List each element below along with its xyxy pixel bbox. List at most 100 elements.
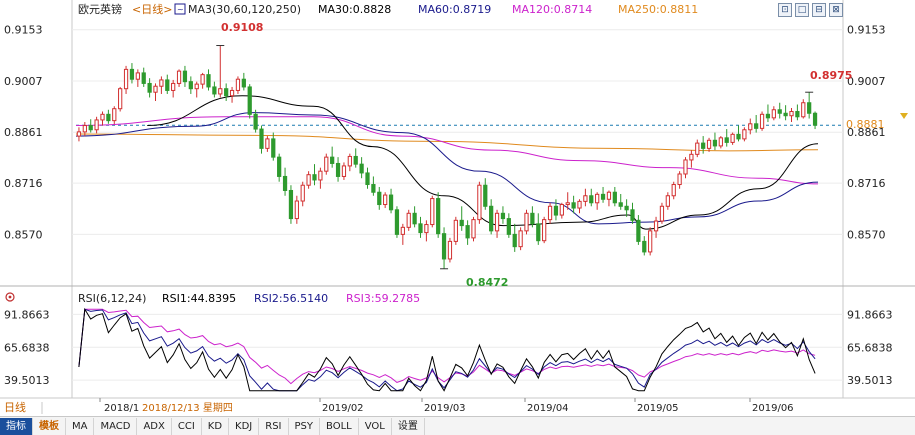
ma-indicator-icon[interactable] xyxy=(174,3,186,15)
ma120-line xyxy=(75,116,819,185)
close-icon[interactable]: ⊠ xyxy=(829,3,843,17)
candle xyxy=(224,83,229,101)
candle xyxy=(571,195,576,214)
candle-body xyxy=(500,212,506,220)
candle xyxy=(412,206,417,228)
tab-kd[interactable]: KD xyxy=(202,417,230,435)
candle-body xyxy=(653,220,659,232)
candle-body xyxy=(377,191,382,206)
candle xyxy=(212,81,217,98)
maximize-icon[interactable]: □ xyxy=(795,3,809,17)
time-label-2019-04: 2019/04 xyxy=(527,403,569,414)
ma60-value: MA60:0.8719 xyxy=(418,3,491,16)
candle-body xyxy=(212,86,217,95)
candle xyxy=(265,136,270,152)
candle-body xyxy=(618,202,623,207)
candle-body xyxy=(748,123,753,131)
candle xyxy=(642,236,647,256)
candle-body xyxy=(477,184,482,221)
candle-body xyxy=(712,139,718,147)
candle xyxy=(677,171,682,189)
candle xyxy=(82,122,87,137)
candle xyxy=(506,213,511,238)
candle-body xyxy=(106,113,111,122)
candle-body xyxy=(412,212,417,225)
tab-ma[interactable]: MA xyxy=(66,417,95,435)
candle-body xyxy=(547,205,553,221)
candle xyxy=(153,83,158,101)
candle xyxy=(489,199,494,235)
candle-body xyxy=(595,193,600,204)
candle-body xyxy=(530,212,535,225)
candle-body xyxy=(306,174,311,186)
tab-settings[interactable]: 设置 xyxy=(392,417,425,435)
tab-vol[interactable]: VOL xyxy=(359,417,392,435)
candle-body xyxy=(689,153,694,161)
candle xyxy=(559,202,564,219)
rsi1-line xyxy=(78,307,816,392)
tab-adx[interactable]: ADX xyxy=(137,417,172,435)
candle-body xyxy=(606,191,612,200)
candle xyxy=(436,192,441,238)
candle-body xyxy=(424,224,429,234)
tab-indicators[interactable]: 指标 xyxy=(0,417,33,435)
candle-body xyxy=(335,162,341,177)
candle-body xyxy=(282,175,288,191)
rsi-label: RSI(6,12,24) xyxy=(78,292,146,305)
gear-icon[interactable] xyxy=(5,292,15,302)
ma250-line xyxy=(75,133,819,152)
tab-rsi[interactable]: RSI xyxy=(259,417,289,435)
tab-boll[interactable]: BOLL xyxy=(320,417,359,435)
price-marker-icon[interactable] xyxy=(900,113,908,119)
candle xyxy=(188,76,193,94)
candle-body xyxy=(506,218,511,235)
candle xyxy=(430,195,435,228)
tab-psy[interactable]: PSY xyxy=(289,417,321,435)
candle-body xyxy=(235,78,241,91)
candle xyxy=(182,65,188,87)
symbol-name: 欧元英镑 xyxy=(78,2,122,16)
candle-body xyxy=(512,233,517,248)
candle xyxy=(206,69,211,91)
candle-body xyxy=(371,184,376,193)
candle xyxy=(494,209,500,238)
ma-indicator-glyph: ~ xyxy=(177,5,184,14)
candle xyxy=(777,102,782,119)
rsi3-line xyxy=(78,308,816,385)
candle-body xyxy=(565,202,570,206)
candle xyxy=(277,153,282,182)
candle xyxy=(135,69,140,87)
candle xyxy=(147,78,152,98)
candle-body xyxy=(394,209,400,235)
candle xyxy=(524,209,529,235)
candle xyxy=(636,215,641,245)
candle xyxy=(665,192,670,210)
candle xyxy=(123,65,129,94)
tab-macd[interactable]: MACD xyxy=(94,417,138,435)
candle xyxy=(282,167,288,196)
candle xyxy=(589,188,594,207)
ma60-line xyxy=(75,112,819,225)
candlestick-chart[interactable]: 0.9153 0.9153 0.9007 0.9007 0.8861 0.8861 0.87… xyxy=(0,0,915,416)
minimize-icon[interactable]: ⊟ xyxy=(812,3,826,17)
tab-cci[interactable]: CCI xyxy=(172,417,202,435)
candle xyxy=(129,63,135,84)
candle-body xyxy=(253,113,258,130)
price-tick-left: 0.9153 xyxy=(4,24,43,37)
period-tag[interactable]: 日线 xyxy=(4,400,26,414)
candle-body xyxy=(241,78,246,88)
candle xyxy=(812,111,818,130)
tab-templates[interactable]: 模板 xyxy=(33,417,66,435)
candle xyxy=(324,153,329,175)
candle-body xyxy=(447,240,453,260)
time-label-2019-05: 2019/05 xyxy=(637,403,679,414)
candle-body xyxy=(388,194,394,211)
tab-kdj[interactable]: KDJ xyxy=(229,417,260,435)
candle-body xyxy=(194,83,199,90)
candle-body xyxy=(112,108,117,122)
candle-body xyxy=(324,156,329,172)
candle xyxy=(141,67,146,87)
crosshair-icon[interactable]: ⊡ xyxy=(778,3,792,17)
candle xyxy=(730,132,735,145)
candle xyxy=(383,192,388,209)
